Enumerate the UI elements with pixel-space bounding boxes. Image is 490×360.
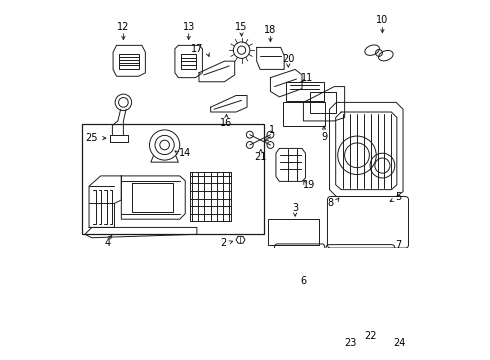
Text: 13: 13 <box>183 22 195 32</box>
Bar <box>268 219 319 245</box>
Bar <box>82 124 264 234</box>
Text: 11: 11 <box>301 73 313 83</box>
Text: 1: 1 <box>270 125 275 135</box>
Text: 16: 16 <box>220 118 233 128</box>
Text: 17: 17 <box>191 44 203 54</box>
Text: 24: 24 <box>393 338 406 348</box>
Text: 15: 15 <box>235 22 248 32</box>
Text: 7: 7 <box>395 240 401 249</box>
Text: 9: 9 <box>321 132 327 142</box>
Text: 21: 21 <box>255 152 267 162</box>
Text: 3: 3 <box>292 203 298 213</box>
Text: 6: 6 <box>300 276 306 286</box>
Text: 19: 19 <box>303 180 315 190</box>
Text: 23: 23 <box>344 338 356 348</box>
Text: 25: 25 <box>86 133 98 143</box>
Text: 8: 8 <box>328 198 334 208</box>
Text: 5: 5 <box>395 192 401 202</box>
Text: 22: 22 <box>365 331 377 341</box>
Text: 2: 2 <box>220 238 226 248</box>
Text: 18: 18 <box>264 24 276 35</box>
Text: 14: 14 <box>179 148 192 158</box>
Bar <box>286 286 368 360</box>
Bar <box>310 92 336 113</box>
Text: 20: 20 <box>282 54 294 64</box>
Text: 10: 10 <box>376 15 389 25</box>
Text: 4: 4 <box>104 238 111 248</box>
Text: 12: 12 <box>117 22 129 32</box>
Bar <box>283 102 325 126</box>
Bar <box>286 82 324 101</box>
